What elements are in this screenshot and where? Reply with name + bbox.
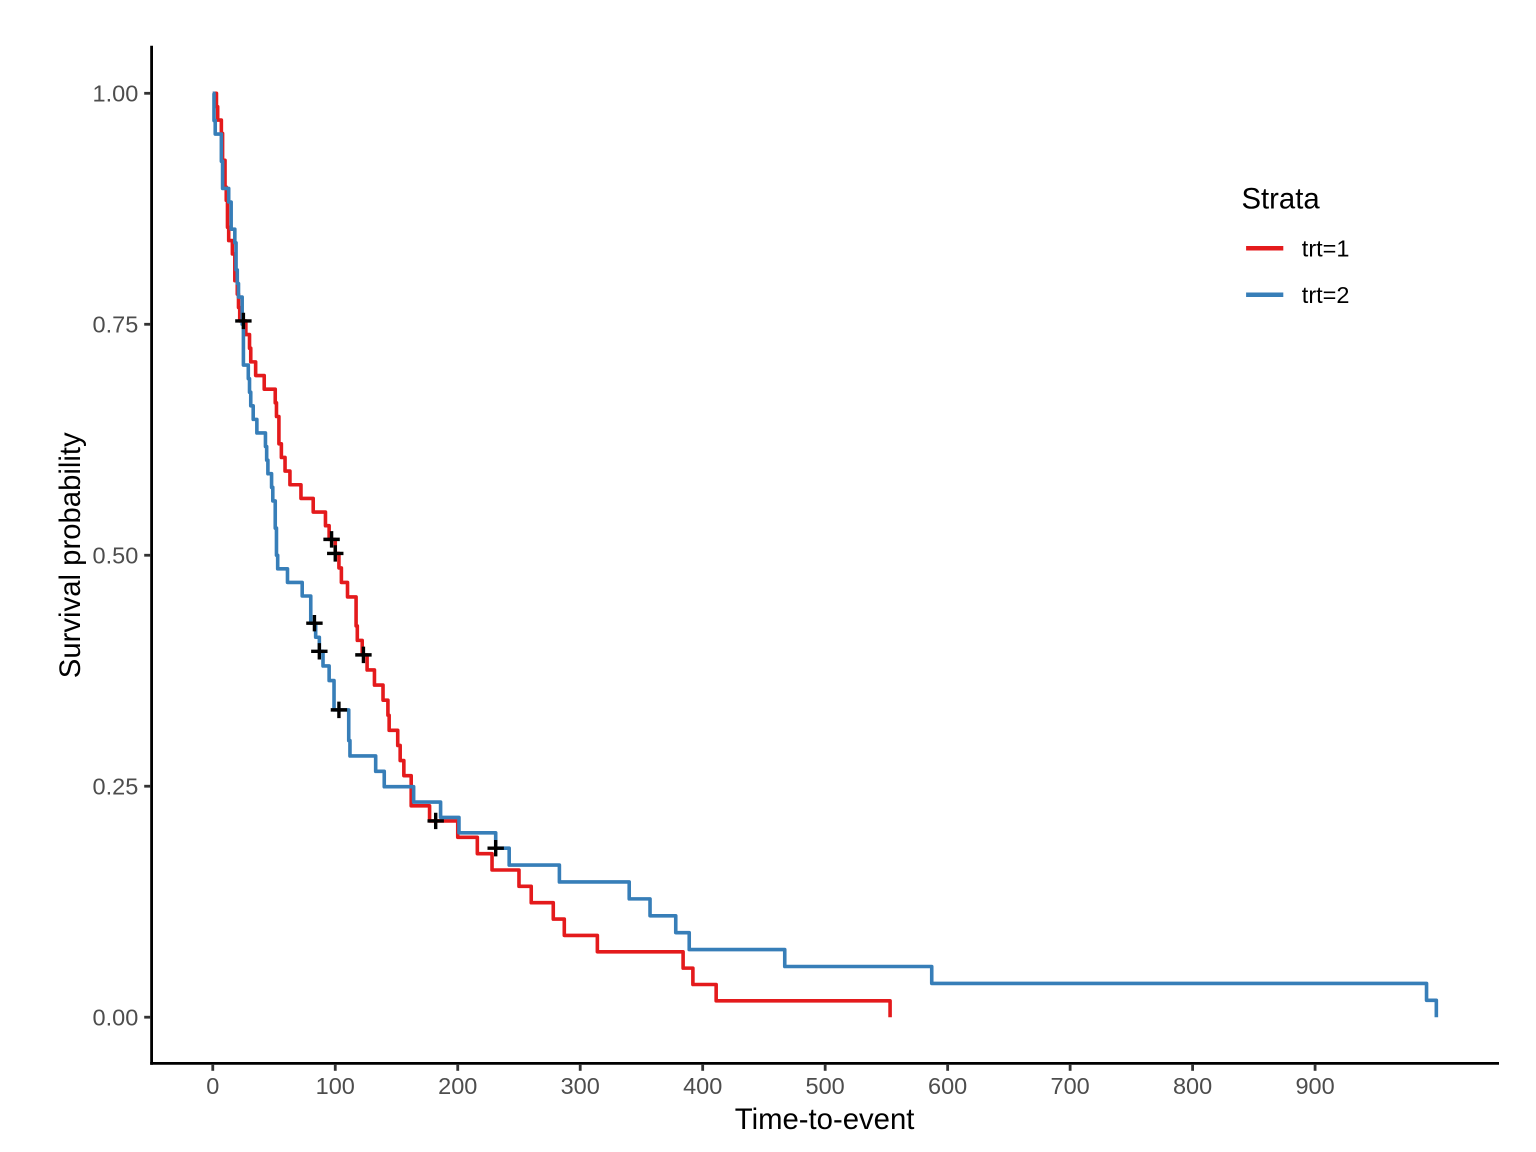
svg-text:300: 300 [561,1073,600,1099]
svg-text:Time-to-event: Time-to-event [735,1103,915,1136]
svg-text:Strata: Strata [1242,183,1321,216]
svg-text:0.25: 0.25 [93,774,139,800]
svg-text:900: 900 [1295,1073,1334,1099]
svg-text:0: 0 [206,1073,219,1099]
svg-text:0.75: 0.75 [93,312,139,338]
svg-text:1.00: 1.00 [93,81,139,107]
svg-text:500: 500 [806,1073,845,1099]
svg-text:100: 100 [316,1073,355,1099]
svg-text:800: 800 [1173,1073,1212,1099]
svg-text:trt=2: trt=2 [1302,282,1350,308]
svg-text:0.50: 0.50 [93,543,139,569]
svg-text:700: 700 [1051,1073,1090,1099]
svg-text:trt=1: trt=1 [1302,236,1350,262]
svg-text:600: 600 [928,1073,967,1099]
svg-text:200: 200 [438,1073,477,1099]
svg-text:Survival probability: Survival probability [54,432,87,678]
svg-text:0.00: 0.00 [93,1005,139,1031]
svg-text:400: 400 [683,1073,722,1099]
